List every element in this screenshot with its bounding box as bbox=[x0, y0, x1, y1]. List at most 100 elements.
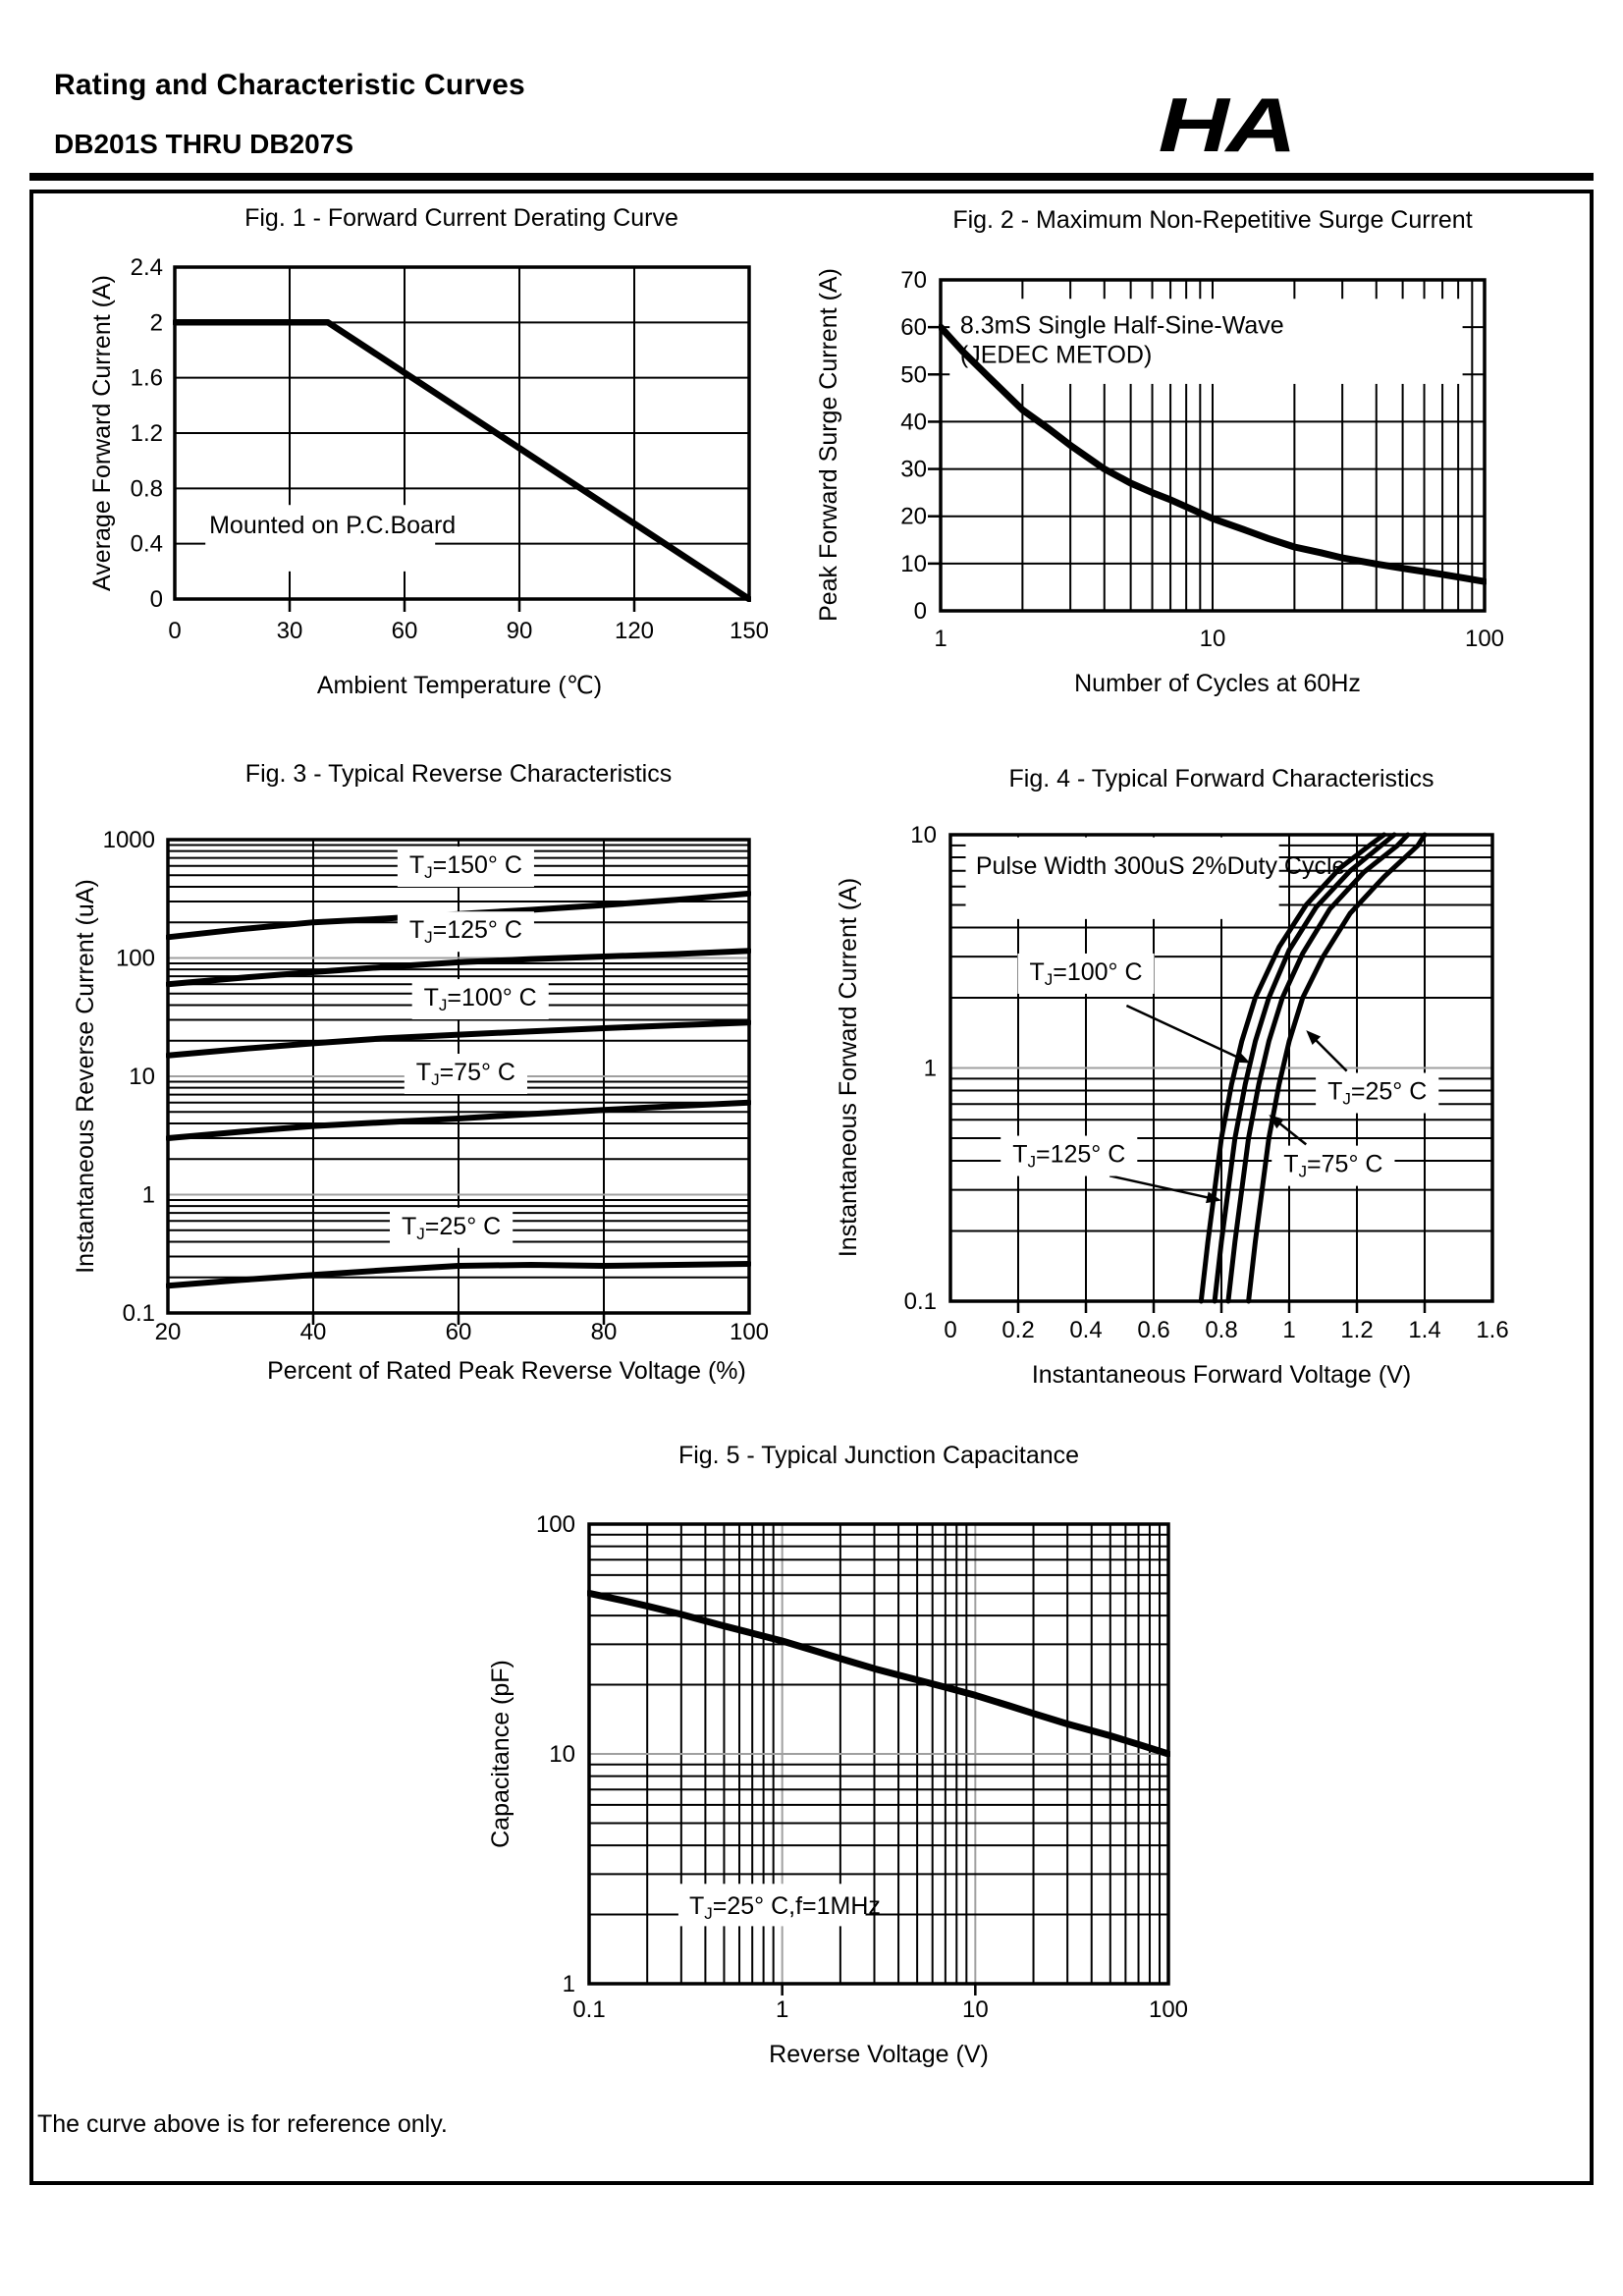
svg-text:1000: 1000 bbox=[103, 827, 155, 853]
svg-text:Percent of Rated Peak Reverse: Percent of Rated Peak Reverse Voltage (%… bbox=[267, 1357, 746, 1385]
brand-logo-monogram: HA bbox=[1159, 82, 1297, 167]
fig1-series bbox=[173, 319, 751, 602]
svg-text:0.6: 0.6 bbox=[1137, 1317, 1169, 1343]
svg-text:10: 10 bbox=[962, 1996, 989, 2023]
svg-text:H: H bbox=[1159, 86, 1232, 165]
svg-text:0.1: 0.1 bbox=[123, 1300, 155, 1327]
svg-text:Fig. 3 - Typical Reverse Chara: Fig. 3 - Typical Reverse Characteristics bbox=[245, 760, 672, 788]
fig5-grid bbox=[589, 1524, 1168, 1995]
fig1-curve-average-forward-current bbox=[173, 319, 751, 602]
fig3-reverse-characteristics-chart: 20 40 60 80 100 0.1 1 10 100 1000 Percent of Rated… bbox=[29, 746, 790, 1407]
svg-text:1: 1 bbox=[142, 1182, 155, 1209]
fig4-curve-tj-75-c bbox=[1225, 832, 1411, 1304]
svg-text:Fig. 1 - Forward Current Derat: Fig. 1 - Forward Current Derating Curve bbox=[244, 204, 678, 232]
svg-text:50: 50 bbox=[900, 361, 927, 388]
svg-text:1: 1 bbox=[563, 1971, 575, 1997]
svg-text:120: 120 bbox=[615, 618, 654, 644]
svg-text:Instantaneous Forward Voltage: Instantaneous Forward Voltage (V) bbox=[1032, 1361, 1411, 1389]
fig2-surge-current-chart: 1 10 100 0 10 20 30 40 50 60 70 Number of Cycles at… bbox=[785, 191, 1594, 751]
svg-text:30: 30 bbox=[277, 618, 303, 644]
svg-text:Pulse Width 300uS 2%Duty Cycle: Pulse Width 300uS 2%Duty Cycle bbox=[976, 852, 1346, 880]
fig4-forward-characteristics-chart: 0 0.2 0.4 0.6 0.8 1 1.2 1.4 1.6 0.1 1 10 Instantaneo… bbox=[785, 746, 1594, 1407]
svg-text:10: 10 bbox=[129, 1064, 155, 1090]
svg-text:Ambient Temperature (℃): Ambient Temperature (℃) bbox=[317, 672, 602, 699]
svg-text:0: 0 bbox=[914, 598, 927, 625]
svg-text:10: 10 bbox=[900, 551, 927, 577]
svg-text:1.6: 1.6 bbox=[1476, 1317, 1508, 1343]
svg-text:0.1: 0.1 bbox=[572, 1996, 605, 2023]
fig3-axis-text: 20 40 60 80 100 0.1 1 10 100 1000 Percent of Rated… bbox=[72, 760, 769, 1385]
reference-note: The curve above is for reference only. bbox=[37, 2110, 448, 2138]
svg-text:100: 100 bbox=[730, 1319, 769, 1345]
svg-text:60: 60 bbox=[446, 1319, 472, 1345]
svg-text:Average Forward Current (A): Average Forward Current (A) bbox=[88, 275, 116, 591]
svg-text:0.2: 0.2 bbox=[1001, 1317, 1034, 1343]
fig2-annotations: 8.3mS Single Half-Sine-Wave (JEDEC METOD) bbox=[960, 312, 1284, 369]
fig5-annotations: TJ=25° C,f=1MHz bbox=[689, 1892, 881, 1923]
svg-text:100: 100 bbox=[1465, 626, 1504, 652]
fig3-annotations: TJ=150° C TJ=125° C TJ=100° C TJ=75° C TJ=25… bbox=[390, 847, 549, 1248]
fig1-axis-text: 0 30 60 90 120 150 0 0.4 0.8 1.2 1.6 2 2.4 Ambient Te… bbox=[88, 204, 769, 699]
page-title: Rating and Characteristic Curves bbox=[54, 69, 525, 101]
svg-text:1: 1 bbox=[934, 626, 947, 652]
svg-text:1.2: 1.2 bbox=[131, 420, 163, 447]
fig4-svg: 0 0.2 0.4 0.6 0.8 1 1.2 1.4 1.6 0.1 1 10 Instantaneo… bbox=[835, 765, 1509, 1389]
svg-text:10: 10 bbox=[1200, 626, 1226, 652]
fig3-svg: 20 40 60 80 100 0.1 1 10 100 1000 Percent of Rated… bbox=[72, 760, 769, 1385]
fig5-curve-junction-capacitance bbox=[587, 1589, 1170, 1758]
svg-text:Reverse Voltage (V): Reverse Voltage (V) bbox=[769, 2041, 989, 2068]
svg-text:Mounted on P.C.Board: Mounted on P.C.Board bbox=[209, 512, 456, 539]
svg-text:Instantaneous Reverse Current: Instantaneous Reverse Current (uA) bbox=[72, 879, 99, 1274]
fig3-curve-tj-125-c bbox=[166, 948, 751, 988]
svg-text:Number of Cycles at 60Hz: Number of Cycles at 60Hz bbox=[1074, 670, 1361, 697]
svg-text:Fig. 4 - Typical Forward Chara: Fig. 4 - Typical Forward Characteristics bbox=[1009, 765, 1434, 793]
fig1-annotations: Mounted on P.C.Board bbox=[209, 512, 456, 539]
svg-text:0: 0 bbox=[168, 618, 181, 644]
fig4-annotations: Pulse Width 300uS 2%Duty Cycle TJ=100° C T… bbox=[976, 852, 1439, 1204]
header-divider bbox=[29, 173, 1594, 181]
fig3-curve-tj-25-c bbox=[166, 1261, 751, 1289]
svg-text:1.6: 1.6 bbox=[131, 365, 163, 392]
fig1-forward-current-derating-chart: 0 30 60 90 120 150 0 0.4 0.8 1.2 1.6 2 2.4 Ambient Te… bbox=[29, 191, 790, 751]
svg-text:Peak Forward Surge Current (A): Peak Forward Surge Current (A) bbox=[815, 268, 842, 622]
fig4-curve-tj-100-c bbox=[1212, 832, 1397, 1304]
svg-text:8.3mS Single Half-Sine-Wave(JE: 8.3mS Single Half-Sine-Wave (JEDEC METOD) bbox=[960, 312, 1284, 369]
svg-text:100: 100 bbox=[1149, 1996, 1188, 2023]
fig5-series bbox=[587, 1589, 1170, 1758]
fig4-curve-tj-25-c bbox=[1246, 832, 1428, 1304]
svg-text:1: 1 bbox=[776, 1996, 788, 2023]
svg-text:60: 60 bbox=[392, 618, 418, 644]
svg-text:Fig. 5 - Typical Junction Capa: Fig. 5 - Typical Junction Capacitance bbox=[678, 1442, 1079, 1469]
svg-text:150: 150 bbox=[730, 618, 769, 644]
fig2-curve-peak-forward-surge-current bbox=[939, 323, 1487, 585]
svg-text:0.8: 0.8 bbox=[131, 475, 163, 502]
svg-text:60: 60 bbox=[900, 314, 927, 341]
svg-text:Capacitance (pF): Capacitance (pF) bbox=[487, 1660, 514, 1848]
svg-text:A: A bbox=[1224, 86, 1297, 165]
svg-text:TJ=100° C: TJ=100° C bbox=[424, 984, 537, 1014]
svg-text:90: 90 bbox=[507, 618, 533, 644]
svg-text:40: 40 bbox=[900, 409, 927, 435]
svg-text:TJ=150° C: TJ=150° C bbox=[409, 851, 522, 882]
svg-text:TJ=75° C: TJ=75° C bbox=[416, 1059, 515, 1089]
svg-text:TJ=75° C: TJ=75° C bbox=[1283, 1151, 1382, 1181]
svg-text:1.2: 1.2 bbox=[1340, 1317, 1373, 1343]
svg-text:TJ=25° C: TJ=25° C bbox=[1327, 1078, 1427, 1109]
svg-text:0: 0 bbox=[944, 1317, 956, 1343]
fig3-curve-tj-100-c bbox=[166, 1019, 751, 1059]
svg-text:20: 20 bbox=[900, 504, 927, 530]
svg-text:30: 30 bbox=[900, 457, 927, 483]
svg-text:Instantaneous Forward Current: Instantaneous Forward Current (A) bbox=[835, 878, 862, 1257]
svg-text:0.4: 0.4 bbox=[1069, 1317, 1102, 1343]
svg-text:1.4: 1.4 bbox=[1408, 1317, 1440, 1343]
svg-text:TJ=25° C: TJ=25° C bbox=[402, 1213, 501, 1243]
svg-text:10: 10 bbox=[910, 822, 937, 848]
curves-border-box: The curve above is for reference only. bbox=[29, 190, 1594, 2185]
fig2-axis-text: 1 10 100 0 10 20 30 40 50 60 70 Number of Cycles at… bbox=[815, 206, 1504, 697]
svg-text:TJ=100° C: TJ=100° C bbox=[1029, 958, 1142, 989]
fig3-curve-tj-75-c bbox=[166, 1099, 751, 1141]
svg-text:0.1: 0.1 bbox=[904, 1288, 937, 1315]
